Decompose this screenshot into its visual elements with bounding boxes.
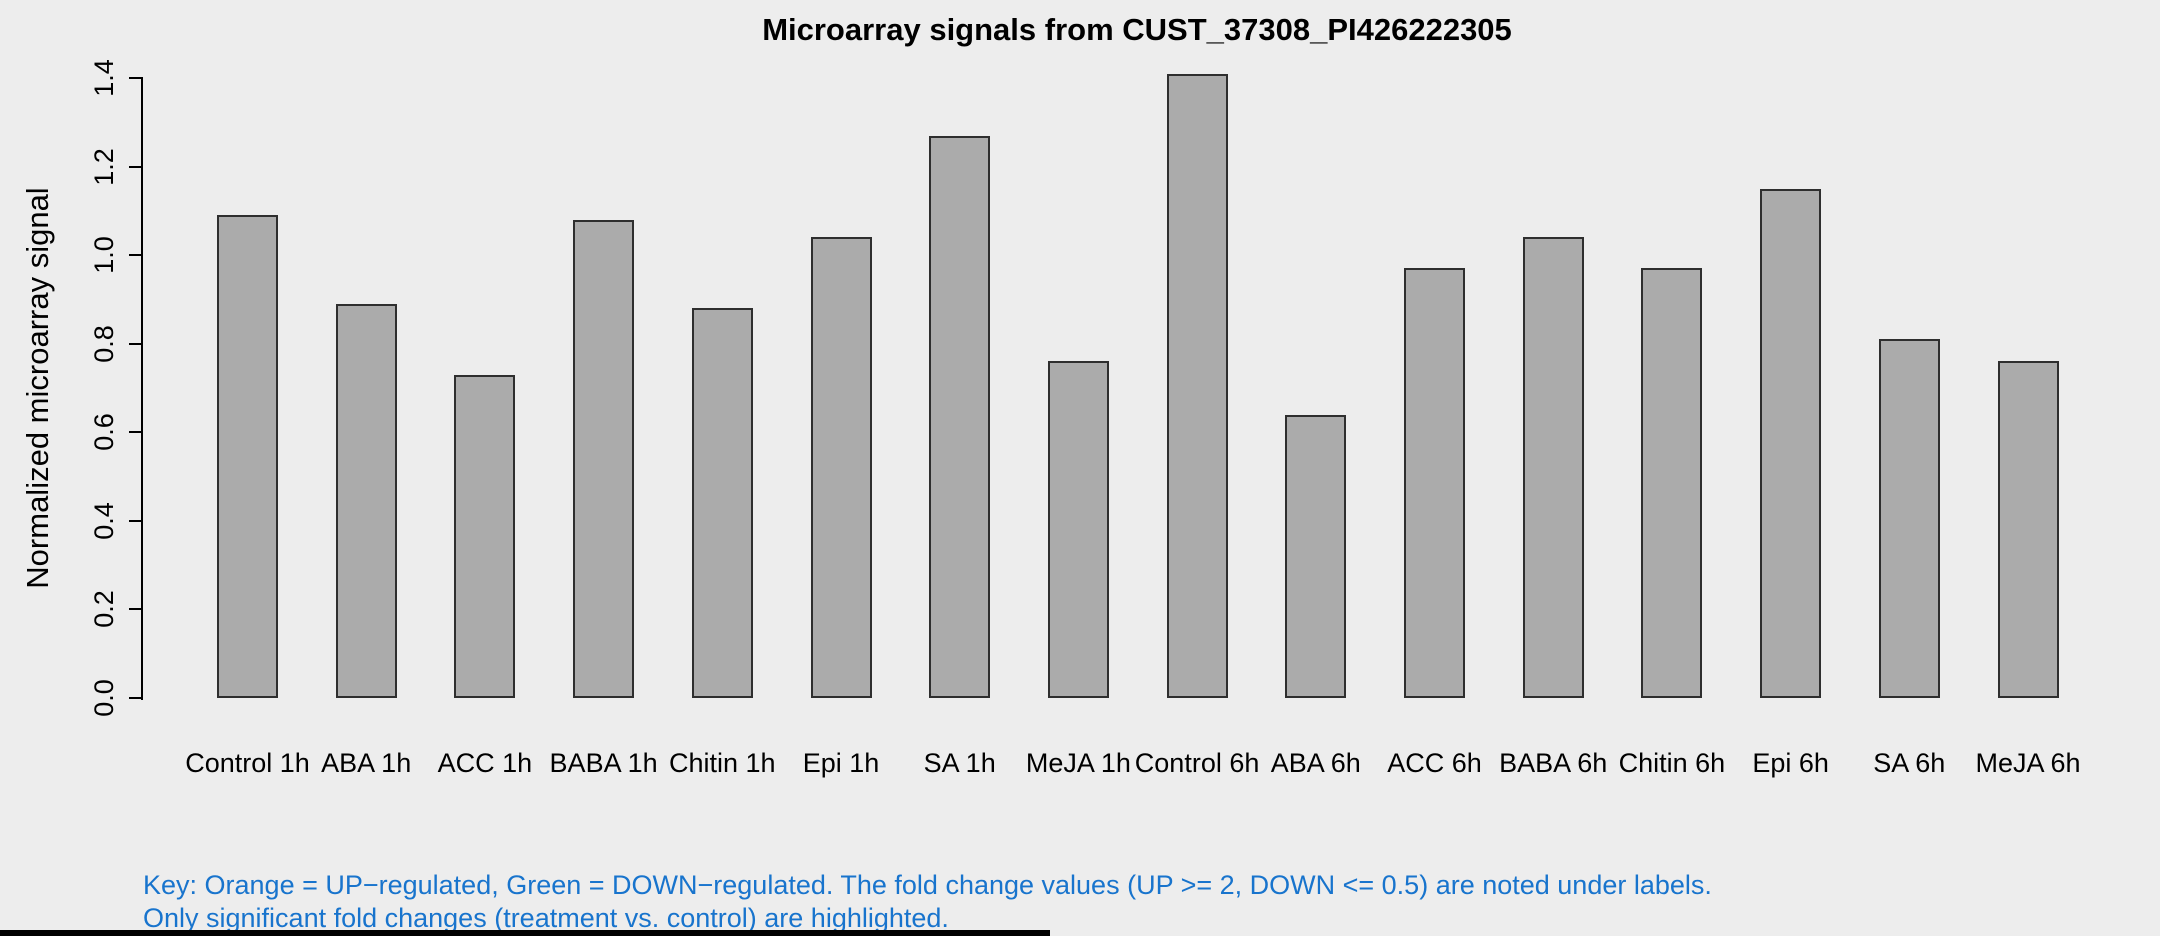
- bar-sa-6h: [1878, 339, 1940, 698]
- y-tick-label: 1.2: [88, 147, 119, 186]
- bar-epi-1h: [810, 237, 872, 698]
- x-tick-label: ABA 1h: [321, 748, 412, 778]
- y-tick-mark: [129, 254, 143, 257]
- bottom-edge-strip: [0, 930, 1050, 936]
- bar-control-6h: [1166, 73, 1228, 698]
- y-tick-mark: [129, 342, 143, 345]
- footer-note: Key: Orange = UP−regulated, Green = DOWN…: [143, 869, 1712, 935]
- x-tick-label: ABA 6h: [1270, 748, 1361, 778]
- x-tick-label: Epi 1h: [802, 748, 880, 778]
- bar-meja-6h: [1997, 361, 2059, 698]
- x-tick-label: ACC 6h: [1387, 748, 1482, 778]
- y-axis-line: [141, 77, 143, 700]
- x-tick-label: Chitin 1h: [669, 748, 776, 778]
- x-tick-label: ACC 1h: [437, 748, 533, 778]
- y-tick-label: 1.4: [88, 59, 119, 97]
- x-tick-label: Control 1h: [185, 748, 310, 778]
- x-tick-label: BABA 1h: [549, 748, 658, 778]
- footer-line-2: Only significant fold changes (treatment…: [143, 903, 949, 933]
- bar-control-1h: [217, 215, 278, 698]
- x-tick-label: SA 6h: [1873, 748, 1946, 778]
- x-tick-label: Chitin 6h: [1618, 748, 1726, 778]
- bar-aba-6h: [1285, 414, 1347, 698]
- y-tick-label: 1.0: [88, 236, 119, 274]
- y-tick-mark: [129, 76, 143, 79]
- y-tick-mark: [129, 519, 143, 522]
- x-tick-label: Epi 6h: [1752, 748, 1829, 778]
- bar-acc-1h: [454, 374, 516, 698]
- x-tick-label: MeJA 6h: [1975, 748, 2081, 778]
- x-tick-label: Control 6h: [1134, 748, 1260, 778]
- bar-chitin-1h: [691, 308, 753, 698]
- footer-line-1: Key: Orange = UP−regulated, Green = DOWN…: [143, 870, 1712, 900]
- bar-sa-1h: [929, 135, 991, 698]
- y-tick-label: 0.8: [88, 324, 119, 363]
- bar-epi-6h: [1760, 188, 1822, 698]
- bar-aba-1h: [335, 303, 397, 698]
- x-tick-label: SA 1h: [923, 748, 996, 778]
- x-tick-label: BABA 6h: [1499, 748, 1608, 778]
- bar-chitin-6h: [1641, 268, 1703, 698]
- y-tick-mark: [129, 431, 143, 434]
- y-tick-label: 0.0: [88, 679, 119, 717]
- x-tick-label: MeJA 1h: [1025, 748, 1131, 778]
- y-tick-mark: [129, 697, 143, 699]
- bar-baba-1h: [573, 219, 635, 698]
- y-tick-label: 0.4: [88, 502, 119, 540]
- y-tick-mark: [129, 165, 143, 168]
- bar-acc-6h: [1404, 268, 1465, 698]
- y-tick-mark: [129, 608, 143, 611]
- bar-baba-6h: [1522, 237, 1584, 698]
- y-tick-label: 0.6: [88, 413, 119, 452]
- y-tick-label: 0.2: [88, 590, 119, 629]
- bar-meja-1h: [1047, 361, 1109, 698]
- y-axis-title: Normalized microarray signal: [20, 187, 55, 589]
- chart-title: Microarray signals from CUST_37308_PI426…: [762, 12, 1512, 47]
